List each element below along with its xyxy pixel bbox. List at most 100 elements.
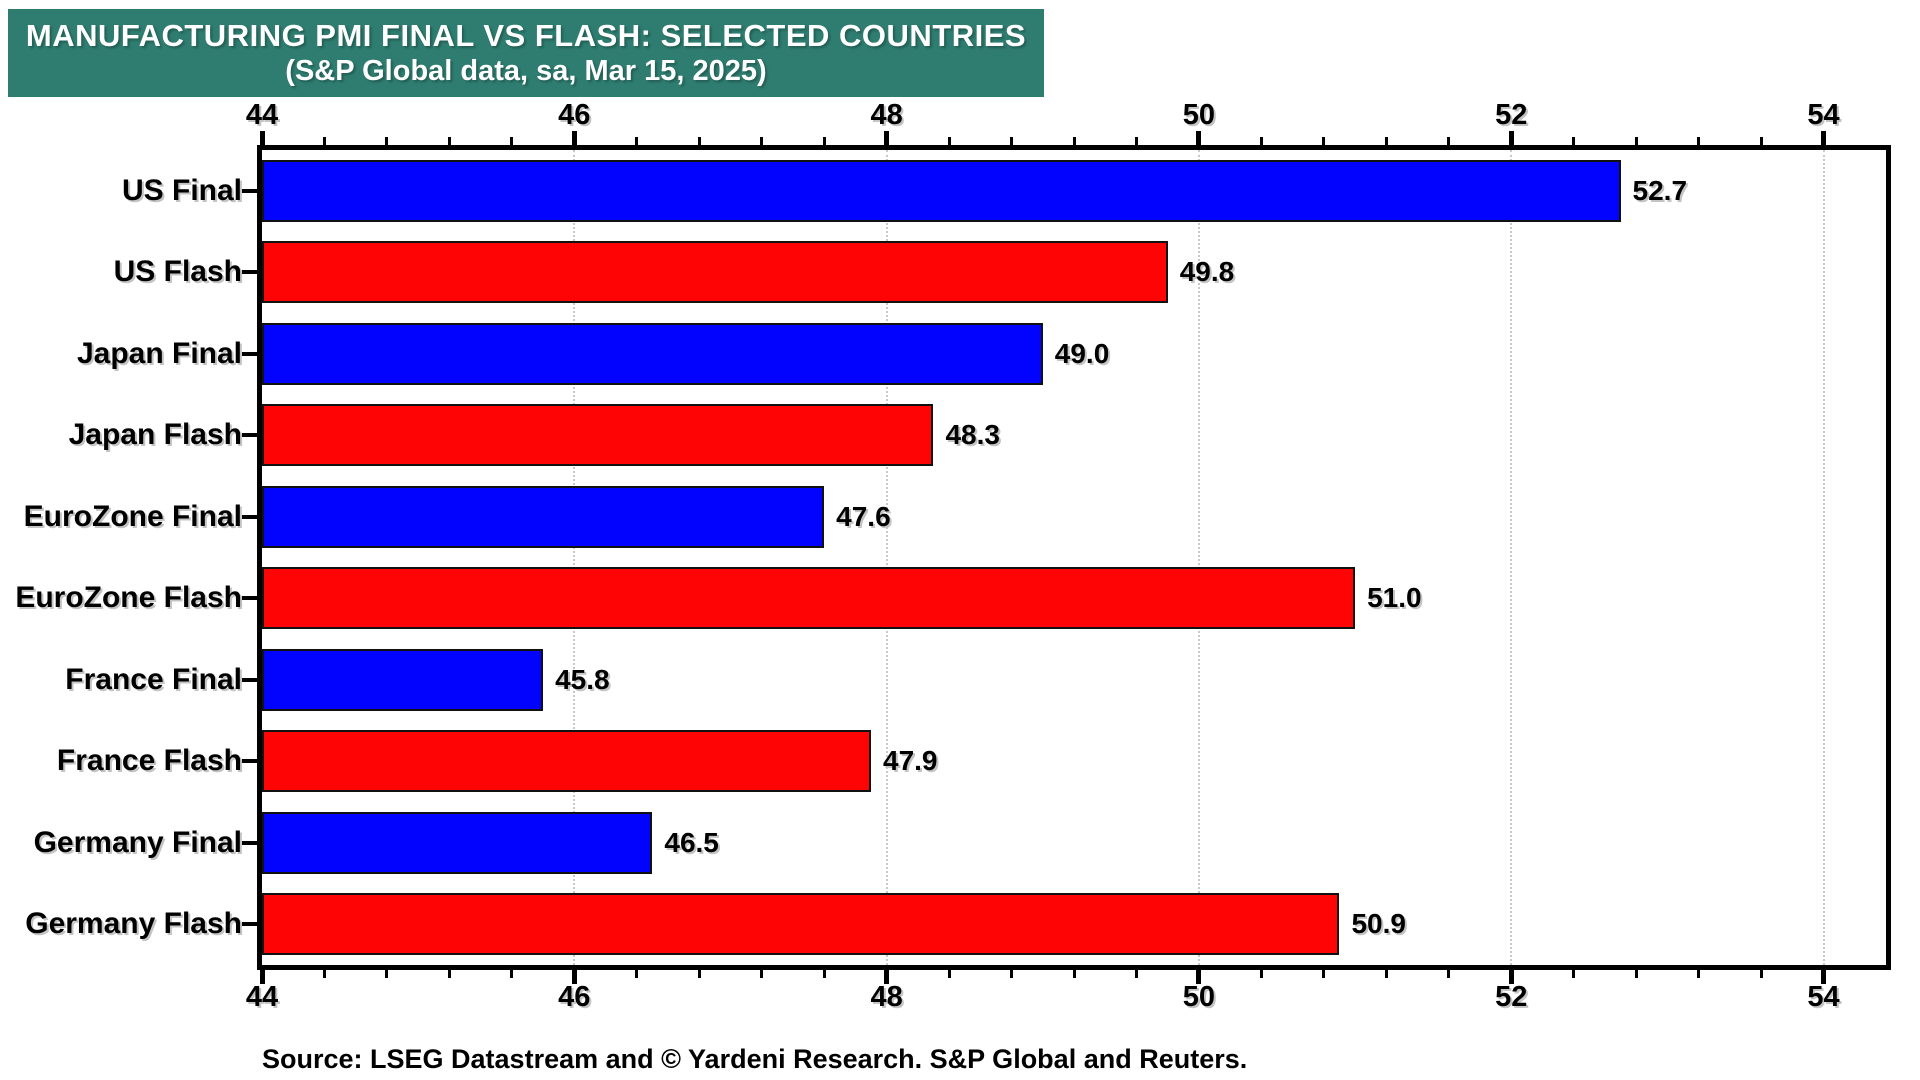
category-label: Japan Final	[76, 336, 242, 370]
x-axis-minor-tick	[1447, 137, 1451, 145]
x-axis-major-tick	[1196, 970, 1202, 984]
x-axis-minor-tick	[1697, 137, 1701, 145]
bar-flash	[262, 893, 1340, 956]
x-axis-major-tick	[884, 131, 890, 145]
x-axis-minor-tick	[1072, 137, 1076, 145]
category-label: Japan Flash	[68, 418, 242, 452]
y-axis-tick	[242, 433, 257, 438]
x-axis-minor-tick	[822, 137, 826, 145]
y-axis-tick	[242, 188, 257, 193]
gridline	[1197, 150, 1200, 965]
bar-value-label: 46.5	[664, 826, 719, 858]
x-axis-minor-tick	[1259, 970, 1263, 978]
category-label: France Flash	[56, 744, 242, 778]
y-axis-tick	[242, 922, 257, 927]
x-axis-tick-label-bottom: 52	[1495, 981, 1528, 1013]
category-label: France Final	[65, 662, 242, 696]
chart-title: MANUFACTURING PMI FINAL VS FLASH: SELECT…	[25, 18, 1027, 53]
x-axis-minor-tick	[1134, 970, 1138, 978]
x-axis-minor-tick	[822, 970, 826, 978]
x-axis-minor-tick	[1634, 137, 1638, 145]
x-axis-minor-tick	[385, 970, 389, 978]
bar-value-label: 49.0	[1054, 337, 1110, 369]
x-axis-minor-tick	[1697, 970, 1701, 978]
x-axis-tick-label-top: 54	[1807, 99, 1840, 131]
x-axis-major-tick	[1821, 131, 1827, 145]
x-axis-tick-label-top: 46	[558, 99, 591, 131]
x-axis-tick-label-top: 44	[245, 99, 279, 131]
gridline	[573, 150, 576, 965]
bar-flash	[262, 730, 871, 793]
x-axis-major-tick	[1821, 970, 1827, 984]
x-axis-minor-tick	[1572, 970, 1576, 978]
x-axis-minor-tick	[1010, 970, 1014, 978]
gridline	[885, 150, 888, 965]
bar-value-label: 51.0	[1367, 582, 1422, 614]
x-axis-minor-tick	[1322, 970, 1326, 978]
x-axis-minor-tick	[322, 970, 326, 978]
bar-final	[262, 485, 825, 548]
gridline	[1822, 150, 1825, 965]
bar-flash	[262, 567, 1356, 630]
y-axis-tick	[242, 759, 257, 764]
x-axis-minor-tick	[385, 137, 389, 145]
x-axis-minor-tick	[1072, 970, 1076, 978]
x-axis-minor-tick	[635, 970, 639, 978]
bar-value-label: 48.3	[945, 419, 1000, 451]
bar-final	[262, 322, 1043, 385]
x-axis-minor-tick	[447, 137, 451, 145]
x-axis-minor-tick	[1384, 137, 1388, 145]
x-axis-tick-label-top: 52	[1495, 99, 1528, 131]
x-axis-minor-tick	[760, 137, 764, 145]
gridline	[1510, 150, 1513, 965]
x-axis-minor-tick	[635, 137, 639, 145]
bar-final	[262, 648, 544, 711]
y-axis-tick	[242, 270, 257, 275]
x-axis-minor-tick	[510, 137, 514, 145]
bar-value-label: 52.7	[1632, 174, 1688, 206]
x-axis-minor-tick	[510, 970, 514, 978]
chart-subtitle: (S&P Global data, sa, Mar 15, 2025)	[285, 55, 767, 87]
y-axis-tick	[242, 677, 257, 682]
x-axis-minor-tick	[447, 970, 451, 978]
x-axis-minor-tick	[947, 970, 951, 978]
x-axis-major-tick	[1508, 970, 1514, 984]
y-axis-tick	[242, 596, 257, 601]
bar-final	[262, 159, 1621, 222]
x-axis-minor-tick	[1384, 970, 1388, 978]
x-axis-minor-tick	[1322, 137, 1326, 145]
x-axis-major-tick	[1196, 131, 1202, 145]
source-note: Source: LSEG Datastream and © Yardeni Re…	[262, 1044, 1248, 1074]
bar-value-label: 49.8	[1179, 256, 1235, 288]
x-axis-major-tick	[259, 970, 265, 984]
x-axis-tick-label-bottom: 46	[558, 981, 591, 1013]
category-label: US Flash	[113, 255, 242, 289]
x-axis-tick-label-bottom: 44	[245, 981, 279, 1013]
x-axis-major-tick	[1508, 131, 1514, 145]
bar-value-label: 47.6	[836, 500, 891, 532]
y-axis-tick	[242, 840, 257, 845]
x-axis-minor-tick	[1634, 970, 1638, 978]
bar-value-label: 47.9	[883, 745, 938, 777]
x-axis-tick-label-bottom: 54	[1807, 981, 1840, 1013]
x-axis-minor-tick	[1447, 970, 1451, 978]
y-axis-tick	[242, 514, 257, 519]
x-axis-tick-label-bottom: 50	[1182, 981, 1216, 1013]
category-label: EuroZone Flash	[15, 581, 242, 615]
x-axis-tick-label-bottom: 48	[870, 981, 903, 1013]
bar-value-label: 50.9	[1351, 908, 1406, 940]
x-axis-minor-tick	[1572, 137, 1576, 145]
bar-final	[262, 811, 653, 874]
x-axis-minor-tick	[1759, 137, 1763, 145]
x-axis-tick-label-top: 50	[1182, 99, 1216, 131]
bar-flash	[262, 241, 1168, 304]
category-label: EuroZone Final	[23, 499, 242, 533]
x-axis-minor-tick	[322, 137, 326, 145]
x-axis-minor-tick	[697, 970, 701, 978]
x-axis-tick-label-top: 48	[870, 99, 903, 131]
x-axis-major-tick	[884, 970, 890, 984]
y-axis-tick	[242, 351, 257, 356]
x-axis-minor-tick	[1759, 970, 1763, 978]
x-axis-major-tick	[571, 131, 577, 145]
x-axis-minor-tick	[1010, 137, 1014, 145]
